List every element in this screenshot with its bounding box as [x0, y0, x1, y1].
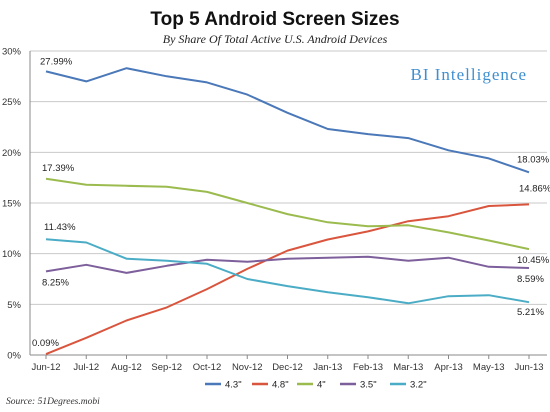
data-labels: 27.99% 18.03% 0.09% 14.86% 17.39% 10.45% 8.25%… — [32, 56, 550, 349]
x-tick-label: Jun-13 — [514, 362, 543, 373]
legend-label-3: 3.5" — [360, 380, 377, 391]
x-tick-label: Dec-12 — [272, 362, 303, 373]
legend: 4.3" 4.8" 4" 3.5" 3.2" — [205, 380, 427, 391]
legend-label-0: 4.3" — [225, 380, 242, 391]
data-label: 0.09% — [32, 338, 59, 349]
series-line-2 — [45, 177, 530, 251]
data-label: 27.99% — [40, 56, 73, 67]
data-label: 8.25% — [42, 277, 69, 288]
x-tick-label: Mar-13 — [393, 362, 423, 373]
y-tick-label: 0% — [7, 351, 21, 362]
source-note: Source: 51Degrees.mobi — [6, 397, 100, 407]
legend-label-4: 3.2" — [410, 380, 427, 391]
series-line-3 — [45, 255, 530, 274]
data-label: 14.86% — [519, 183, 550, 194]
x-tick-label: Feb-13 — [353, 362, 383, 373]
x-tick-label: Sep-12 — [151, 362, 182, 373]
x-tick-label: Nov-12 — [232, 362, 263, 373]
x-tick-label: May-13 — [473, 362, 505, 373]
x-tick-label: Jan-13 — [313, 362, 342, 373]
gridlines — [30, 50, 547, 356]
y-tick-label: 25% — [2, 97, 22, 108]
series-line-1 — [45, 203, 530, 356]
x-tick-label: Oct-12 — [193, 362, 222, 373]
y-tick-label: 15% — [2, 199, 22, 210]
chart-subtitle: By Share Of Total Active U.S. Android De… — [163, 32, 388, 46]
data-label: 18.03% — [517, 154, 550, 165]
y-tick-label: 10% — [2, 249, 22, 260]
x-tick-label: Aug-12 — [111, 362, 142, 373]
legend-label-1: 4.8" — [272, 380, 289, 391]
data-label: 17.39% — [42, 163, 75, 174]
legend-label-2: 4" — [317, 380, 326, 391]
series-line-0 — [45, 67, 530, 174]
series-line-4 — [45, 238, 530, 305]
brand-logo: BI Intelligence — [411, 65, 528, 84]
data-label: 5.21% — [517, 307, 544, 318]
axes — [29, 51, 547, 356]
x-tick-label: Apr-13 — [434, 362, 463, 373]
series-lines — [45, 67, 530, 356]
x-axis-ticks: Jun-12 Jul-12 Aug-12 Sep-12 Oct-12 Nov-12 Dec-… — [31, 355, 544, 373]
x-tick-label: Jun-12 — [31, 362, 60, 373]
y-tick-label: 20% — [2, 148, 22, 159]
y-tick-label: 5% — [7, 300, 21, 311]
y-axis-ticks: 0% 5% 10% 15% 20% 25% 30% — [2, 47, 22, 362]
data-label: 10.45% — [517, 255, 550, 266]
x-tick-label: Jul-12 — [73, 362, 99, 373]
data-label: 11.43% — [44, 222, 76, 233]
data-label: 8.59% — [517, 274, 544, 285]
chart-title: Top 5 Android Screen Sizes — [150, 9, 399, 30]
y-tick-label: 30% — [2, 47, 22, 58]
